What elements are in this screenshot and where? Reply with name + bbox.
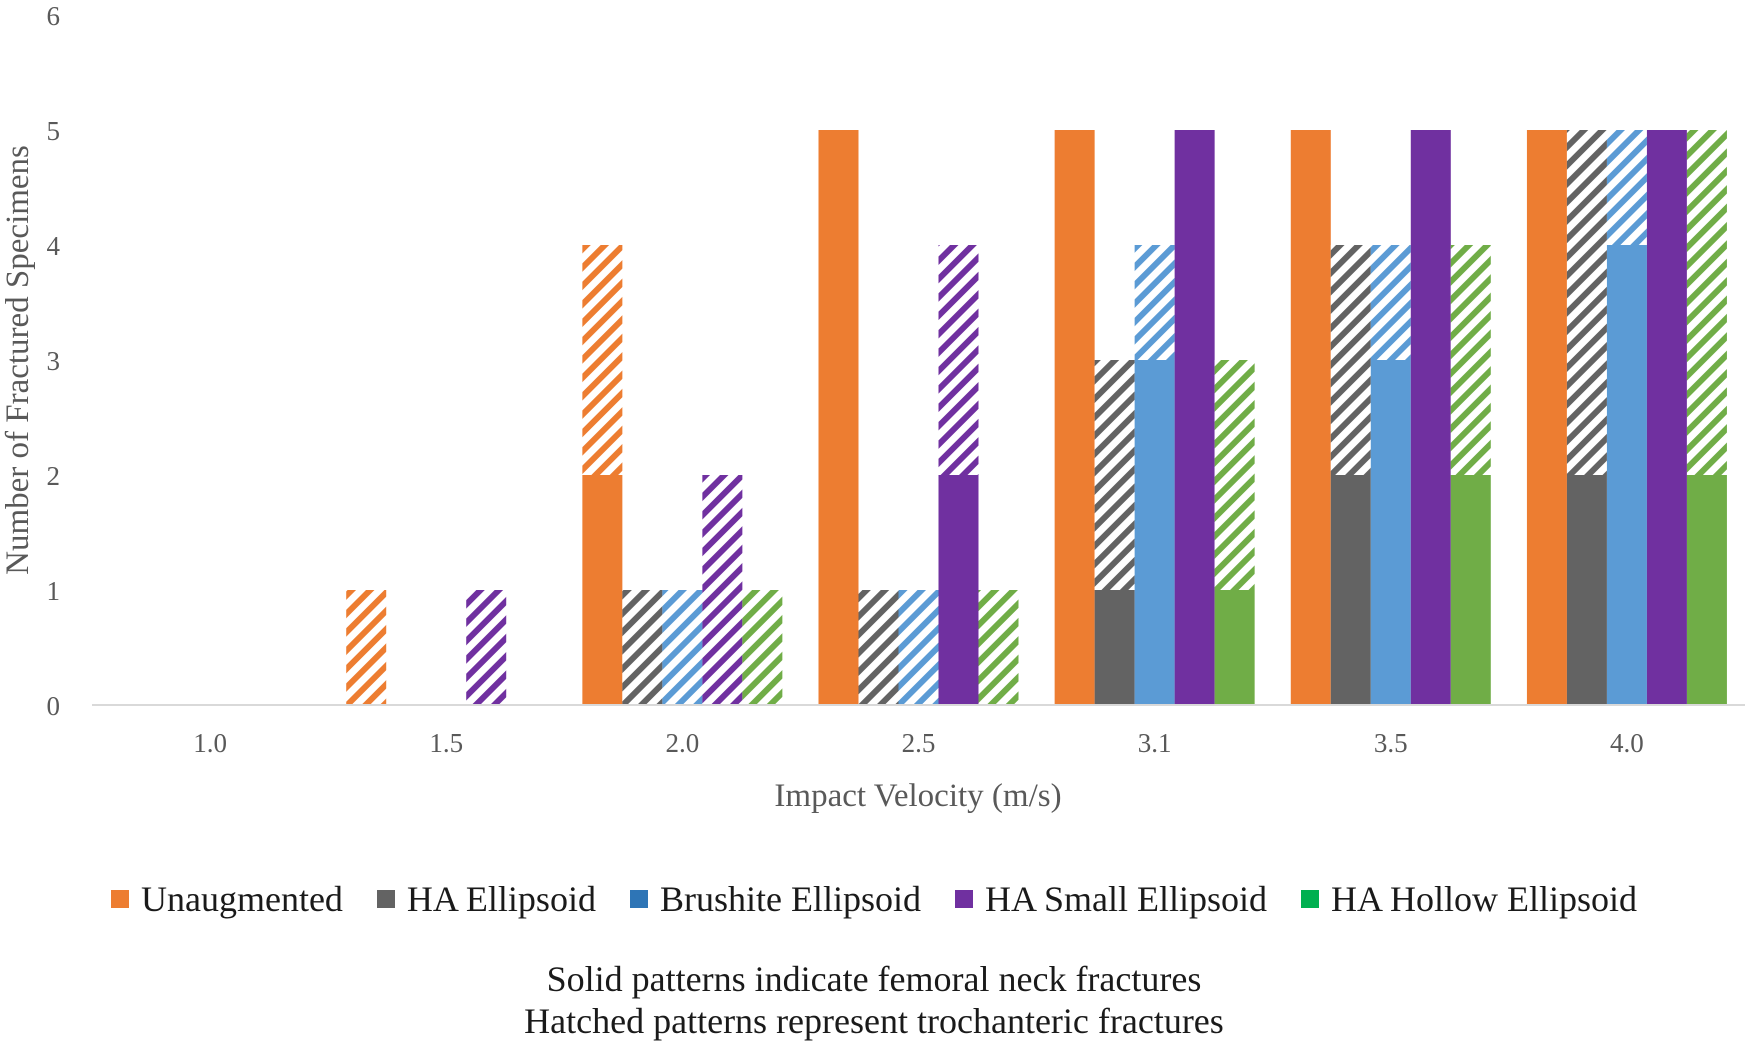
x-tick-label: 3.5 — [1374, 728, 1408, 758]
bar-trochanteric-brushite-ellipsoid-4.0 — [1607, 130, 1647, 245]
bar-trochanteric-ha-hollow-ellipsoid-3.1 — [1215, 360, 1255, 590]
bar-neck-unaugmented-3.5 — [1291, 130, 1331, 705]
x-tick-label: 3.1 — [1138, 728, 1172, 758]
legend-item-ha-hollow-ellipsoid[interactable]: HA Hollow Ellipsoid — [1301, 878, 1637, 920]
bar-neck-ha-small-ellipsoid-2.5 — [939, 475, 979, 705]
bar-trochanteric-ha-small-ellipsoid-2.0 — [702, 475, 742, 705]
legend-label-ha-small-ellipsoid: HA Small Ellipsoid — [985, 878, 1267, 920]
bar-neck-ha-hollow-ellipsoid-3.1 — [1215, 590, 1255, 705]
bar-trochanteric-ha-hollow-ellipsoid-3.5 — [1451, 245, 1491, 475]
note-solid-patterns: Solid patterns indicate femoral neck fra… — [0, 958, 1748, 1000]
bar-trochanteric-brushite-ellipsoid-2.0 — [662, 590, 702, 705]
legend: Unaugmented HA Ellipsoid Brushite Ellips… — [0, 878, 1748, 920]
bar-neck-ha-ellipsoid-3.5 — [1331, 475, 1371, 705]
legend-item-brushite-ellipsoid[interactable]: Brushite Ellipsoid — [630, 878, 921, 920]
legend-item-unaugmented[interactable]: Unaugmented — [111, 878, 343, 920]
bar-neck-unaugmented-2.5 — [819, 130, 859, 705]
legend-label-brushite-ellipsoid: Brushite Ellipsoid — [660, 878, 921, 920]
bar-neck-ha-hollow-ellipsoid-3.5 — [1451, 475, 1491, 705]
bar-trochanteric-ha-ellipsoid-3.1 — [1095, 360, 1135, 590]
legend-swatch-ha-hollow-ellipsoid — [1301, 890, 1319, 908]
bar-trochanteric-unaugmented-1.5 — [346, 590, 386, 705]
y-tick-label: 5 — [47, 116, 61, 146]
bar-trochanteric-ha-small-ellipsoid-1.5 — [466, 590, 506, 705]
bar-neck-brushite-ellipsoid-4.0 — [1607, 245, 1647, 705]
bar-trochanteric-brushite-ellipsoid-2.5 — [899, 590, 939, 705]
bar-trochanteric-ha-ellipsoid-4.0 — [1567, 130, 1607, 475]
note-hatched-patterns: Hatched patterns represent trochanteric … — [0, 1000, 1748, 1042]
y-axis-title: Number of Fractured Specimens — [0, 145, 36, 575]
bar-trochanteric-ha-hollow-ellipsoid-4.0 — [1687, 130, 1727, 475]
legend-swatch-brushite-ellipsoid — [630, 890, 648, 908]
bar-trochanteric-brushite-ellipsoid-3.5 — [1371, 245, 1411, 360]
legend-swatch-unaugmented — [111, 890, 129, 908]
bar-neck-brushite-ellipsoid-3.5 — [1371, 360, 1411, 705]
bar-neck-ha-ellipsoid-4.0 — [1567, 475, 1607, 705]
bar-neck-ha-hollow-ellipsoid-4.0 — [1687, 475, 1727, 705]
bar-trochanteric-ha-ellipsoid-3.5 — [1331, 245, 1371, 475]
y-tick-label: 6 — [47, 1, 61, 31]
bars — [346, 130, 1727, 705]
bar-trochanteric-ha-ellipsoid-2.5 — [859, 590, 899, 705]
x-axis-ticks: 1.0 1.5 2.0 2.5 3.1 3.5 4.0 — [193, 728, 1644, 758]
legend-item-ha-ellipsoid[interactable]: HA Ellipsoid — [377, 878, 596, 920]
bar-neck-unaugmented-4.0 — [1527, 130, 1567, 705]
legend-label-unaugmented: Unaugmented — [141, 878, 343, 920]
bar-neck-ha-small-ellipsoid-3.5 — [1411, 130, 1451, 705]
bar-neck-unaugmented-3.1 — [1055, 130, 1095, 705]
bar-neck-ha-small-ellipsoid-4.0 — [1647, 130, 1687, 705]
x-tick-label: 1.5 — [429, 728, 463, 758]
bar-trochanteric-ha-small-ellipsoid-2.5 — [939, 245, 979, 475]
bar-neck-unaugmented-2.0 — [582, 475, 622, 705]
bar-trochanteric-ha-ellipsoid-2.0 — [622, 590, 662, 705]
y-tick-label: 0 — [47, 691, 61, 721]
bar-trochanteric-unaugmented-2.0 — [582, 245, 622, 475]
legend-item-ha-small-ellipsoid[interactable]: HA Small Ellipsoid — [955, 878, 1267, 920]
legend-swatch-ha-ellipsoid — [377, 890, 395, 908]
x-tick-label: 2.5 — [902, 728, 936, 758]
y-tick-label: 2 — [47, 461, 61, 491]
legend-swatch-ha-small-ellipsoid — [955, 890, 973, 908]
y-tick-label: 3 — [47, 346, 61, 376]
x-tick-label: 1.0 — [193, 728, 227, 758]
chart-canvas: 0 1 2 3 4 5 6 1.0 1.5 2.0 2.5 3.1 3.5 4.0 Impact Vel… — [0, 0, 1748, 870]
y-tick-label: 1 — [47, 576, 61, 606]
y-axis-ticks: 0 1 2 3 4 5 6 — [47, 1, 61, 721]
bar-trochanteric-ha-hollow-ellipsoid-2.0 — [742, 590, 782, 705]
bar-trochanteric-brushite-ellipsoid-3.1 — [1135, 245, 1175, 360]
bar-neck-brushite-ellipsoid-3.1 — [1135, 360, 1175, 705]
x-tick-label: 2.0 — [665, 728, 699, 758]
bar-neck-ha-small-ellipsoid-3.1 — [1175, 130, 1215, 705]
x-tick-label: 4.0 — [1610, 728, 1644, 758]
legend-label-ha-hollow-ellipsoid: HA Hollow Ellipsoid — [1331, 878, 1637, 920]
x-axis-title: Impact Velocity (m/s) — [774, 778, 1061, 814]
legend-label-ha-ellipsoid: HA Ellipsoid — [407, 878, 596, 920]
y-tick-label: 4 — [47, 231, 61, 261]
bar-neck-ha-ellipsoid-3.1 — [1095, 590, 1135, 705]
bar-trochanteric-ha-hollow-ellipsoid-2.5 — [979, 590, 1019, 705]
